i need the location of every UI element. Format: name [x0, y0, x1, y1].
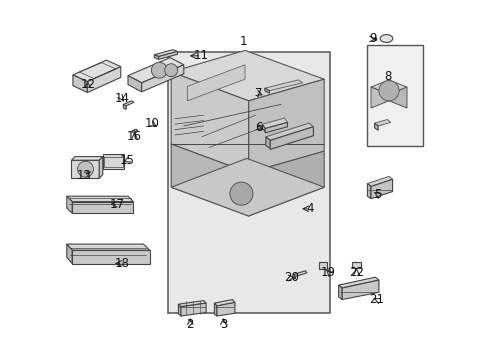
Circle shape: [165, 64, 178, 77]
Polygon shape: [87, 67, 121, 93]
Circle shape: [151, 62, 167, 78]
Polygon shape: [217, 302, 235, 316]
Polygon shape: [371, 179, 392, 199]
Text: 18: 18: [115, 257, 130, 270]
Text: 14: 14: [114, 92, 129, 105]
Polygon shape: [248, 79, 324, 173]
Polygon shape: [72, 157, 103, 160]
Polygon shape: [265, 122, 288, 133]
Text: 17: 17: [110, 198, 124, 211]
Text: 4: 4: [306, 202, 314, 215]
Polygon shape: [374, 123, 378, 130]
Polygon shape: [73, 75, 87, 93]
Text: 16: 16: [127, 130, 142, 143]
Polygon shape: [132, 129, 138, 132]
Circle shape: [379, 81, 399, 101]
Circle shape: [77, 161, 94, 177]
Bar: [319, 262, 327, 269]
Polygon shape: [67, 196, 133, 202]
Polygon shape: [178, 301, 206, 307]
Polygon shape: [171, 50, 324, 101]
Polygon shape: [294, 271, 307, 276]
Text: 5: 5: [374, 188, 381, 201]
Text: 9: 9: [369, 32, 376, 45]
Polygon shape: [270, 127, 314, 149]
Polygon shape: [154, 55, 159, 59]
Text: 7: 7: [255, 87, 263, 100]
Text: 22: 22: [349, 266, 364, 279]
Polygon shape: [171, 144, 248, 216]
Polygon shape: [265, 88, 270, 93]
Polygon shape: [265, 80, 303, 91]
Bar: [368, 45, 423, 146]
Polygon shape: [72, 250, 149, 264]
Polygon shape: [248, 151, 324, 216]
Polygon shape: [262, 124, 265, 131]
Polygon shape: [67, 244, 149, 250]
Polygon shape: [374, 120, 391, 126]
Text: 2: 2: [187, 318, 194, 331]
Polygon shape: [142, 65, 184, 92]
Polygon shape: [389, 87, 407, 108]
Bar: [103, 154, 123, 169]
Circle shape: [230, 182, 253, 205]
Bar: [351, 262, 361, 268]
Polygon shape: [368, 184, 371, 199]
Polygon shape: [99, 157, 103, 178]
Polygon shape: [67, 196, 72, 213]
Text: 15: 15: [120, 154, 134, 167]
Polygon shape: [123, 101, 134, 106]
Polygon shape: [371, 87, 389, 108]
Polygon shape: [368, 176, 392, 186]
Polygon shape: [181, 303, 206, 316]
Text: 20: 20: [284, 271, 299, 284]
Polygon shape: [67, 244, 72, 264]
Text: 12: 12: [80, 78, 95, 91]
Ellipse shape: [380, 35, 393, 42]
Polygon shape: [178, 304, 181, 316]
Text: 19: 19: [321, 266, 336, 279]
Polygon shape: [262, 118, 288, 129]
Polygon shape: [215, 300, 235, 306]
Text: 21: 21: [369, 293, 384, 306]
Polygon shape: [159, 51, 177, 59]
Polygon shape: [266, 137, 270, 148]
Polygon shape: [128, 58, 184, 83]
Polygon shape: [187, 65, 245, 101]
Text: 11: 11: [194, 49, 209, 62]
Polygon shape: [215, 303, 217, 316]
Polygon shape: [371, 80, 407, 94]
Text: 8: 8: [384, 70, 392, 83]
Polygon shape: [171, 72, 248, 173]
Bar: [168, 52, 330, 313]
Polygon shape: [154, 50, 177, 57]
Polygon shape: [339, 277, 379, 288]
Polygon shape: [342, 280, 379, 300]
Polygon shape: [266, 123, 314, 140]
Text: 13: 13: [76, 169, 92, 182]
Text: 3: 3: [220, 318, 227, 331]
Polygon shape: [339, 285, 342, 300]
Polygon shape: [128, 76, 142, 92]
Polygon shape: [294, 274, 295, 279]
Text: 6: 6: [255, 121, 263, 134]
Polygon shape: [73, 60, 121, 82]
Text: 10: 10: [145, 117, 160, 130]
Polygon shape: [171, 158, 324, 216]
Text: 1: 1: [240, 35, 247, 48]
Polygon shape: [72, 202, 133, 213]
Polygon shape: [123, 104, 126, 109]
Polygon shape: [72, 160, 99, 178]
